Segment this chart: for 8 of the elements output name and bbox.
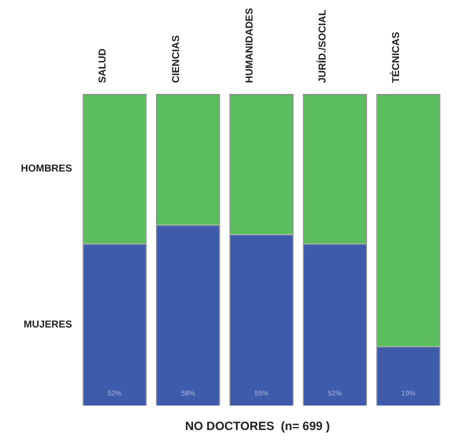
series-label: HOMBRES xyxy=(20,164,72,175)
series-label: MUJERES xyxy=(24,319,72,330)
x-tick-label: HUMANIDADES xyxy=(244,8,256,83)
x-tick-label: CIENCIAS xyxy=(170,34,182,83)
x-tick-label: TÉCNICAS xyxy=(390,32,402,83)
x-tick-label: SALUD xyxy=(97,48,108,83)
x-tick-label: JURÍD./SOCIAL xyxy=(316,10,329,83)
text: NO DOCTORES (n= 699 ) xyxy=(185,419,330,434)
